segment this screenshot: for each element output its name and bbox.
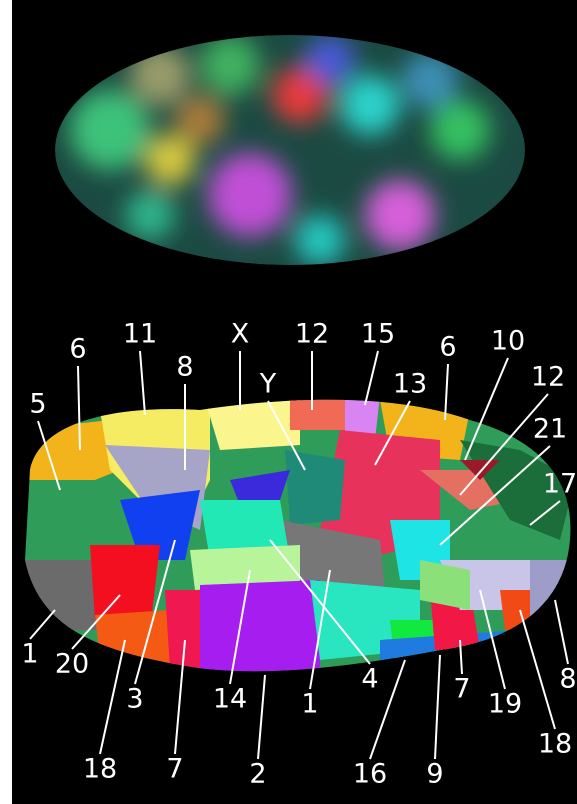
- region-label: 9: [426, 759, 443, 790]
- region-label: 11: [123, 319, 157, 350]
- region-label: 12: [295, 319, 329, 350]
- region-label: 7: [166, 754, 183, 785]
- region-label: 19: [488, 689, 522, 720]
- region-label: 1: [301, 689, 318, 720]
- region-label: 4: [361, 664, 378, 695]
- region-label: 8: [559, 664, 576, 695]
- region-label: 6: [439, 332, 456, 363]
- region-label: 7: [453, 674, 470, 705]
- region-label: X: [231, 319, 250, 350]
- region-label: Y: [259, 369, 277, 400]
- region-label: 8: [176, 352, 193, 383]
- region-label: 6: [69, 334, 86, 365]
- micrograph: 611X121561085Y13122117120314141981872169…: [0, 0, 577, 804]
- region-label: 16: [353, 759, 387, 790]
- region-label: 18: [83, 754, 117, 785]
- region-label: 21: [533, 414, 567, 445]
- region-label: 5: [29, 389, 46, 420]
- region-label: 3: [126, 684, 143, 715]
- region-label: 18: [538, 729, 572, 760]
- region-label: 15: [361, 319, 395, 350]
- region-label: 1: [21, 639, 38, 670]
- region-label: 14: [213, 684, 247, 715]
- region-label: 10: [491, 326, 525, 357]
- region-label: 13: [393, 369, 427, 400]
- fluorescent-nucleus: [55, 35, 525, 265]
- region-label: 20: [55, 649, 89, 680]
- region-label: 2: [249, 759, 266, 790]
- region-label: 17: [543, 469, 577, 500]
- region-label: 12: [531, 362, 565, 393]
